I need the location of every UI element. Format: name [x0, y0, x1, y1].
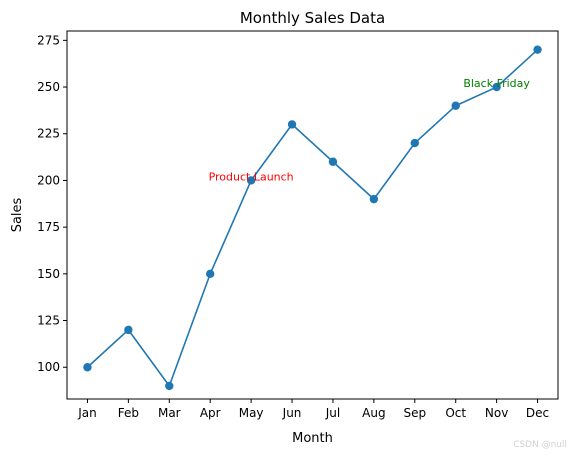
y-tick-label: 125 — [37, 314, 60, 328]
x-tick-label: Jun — [282, 406, 302, 420]
x-tick-label: Nov — [485, 406, 508, 420]
x-tick-label: Feb — [118, 406, 139, 420]
x-tick-label: Jan — [77, 406, 97, 420]
data-point — [165, 381, 174, 391]
x-tick-label: May — [239, 406, 264, 420]
x-tick-label: Dec — [526, 406, 549, 420]
y-tick-label: 250 — [37, 80, 60, 94]
data-point — [369, 194, 379, 204]
y-tick-label: 100 — [37, 360, 60, 374]
data-point — [246, 176, 256, 185]
y-tick-label: 175 — [37, 220, 60, 234]
data-point — [533, 45, 542, 54]
series-line — [86, 49, 539, 387]
plot-frame — [66, 30, 559, 400]
y-tick-label: 200 — [37, 173, 60, 187]
data-point — [492, 82, 501, 92]
data-point — [451, 101, 460, 110]
x-tick-label: Oct — [445, 406, 466, 420]
y-tick-label: 225 — [37, 127, 60, 141]
x-axis-label: Month — [292, 431, 333, 446]
watermark: CSDN @null — [513, 440, 567, 450]
annotation-label: Black Friday — [463, 77, 530, 90]
data-point — [328, 157, 338, 166]
chart-title: Monthly Sales Data — [240, 9, 385, 27]
data-point — [287, 120, 297, 129]
data-point — [83, 363, 92, 372]
data-point — [124, 325, 133, 335]
data-point — [410, 138, 419, 148]
x-tick-label: Mar — [158, 406, 181, 420]
x-tick-label: Sep — [403, 406, 426, 420]
annotation-label: Product Launch — [209, 170, 294, 183]
plot-area: Jan Feb Mar Apr May Jun Jul Aug Sep Oct Nov Dec 100 1… — [37, 30, 559, 420]
y-tick-label: 150 — [37, 267, 60, 281]
x-tick-label: Jul — [325, 406, 340, 420]
x-tick-label: Aug — [362, 406, 385, 420]
y-tick-label: 275 — [37, 33, 60, 47]
data-point — [206, 269, 215, 279]
x-tick-label: Apr — [200, 406, 221, 420]
y-axis-label: Sales — [10, 197, 25, 232]
